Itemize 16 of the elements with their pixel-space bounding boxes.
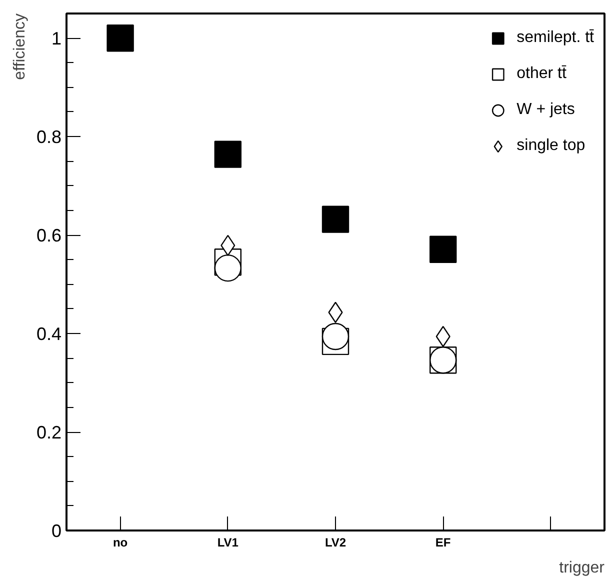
y-tick-label: 0.2 [36, 422, 62, 443]
legend-label: semilept. tt̄ [516, 29, 594, 47]
y-tick-label: 0.6 [36, 226, 62, 246]
y-tick-label: 1 [51, 28, 62, 49]
legend-label: W + jets [516, 101, 575, 119]
y-tick-label: 0.4 [36, 324, 62, 344]
x-tick-label: LV1 [217, 536, 239, 550]
y-axis-title: efficiency [12, 14, 28, 80]
y-tick-label: 0 [51, 521, 62, 541]
legend-label: other tt̄ [516, 65, 566, 83]
x-axis-title: trigger [559, 560, 606, 576]
x-tick-label: LV2 [324, 536, 346, 550]
x-tick-label: EF [435, 536, 451, 550]
y-tick-label: 0.8 [36, 127, 62, 148]
x-tick-label: no [112, 536, 128, 550]
legend-label: single top [516, 137, 586, 155]
